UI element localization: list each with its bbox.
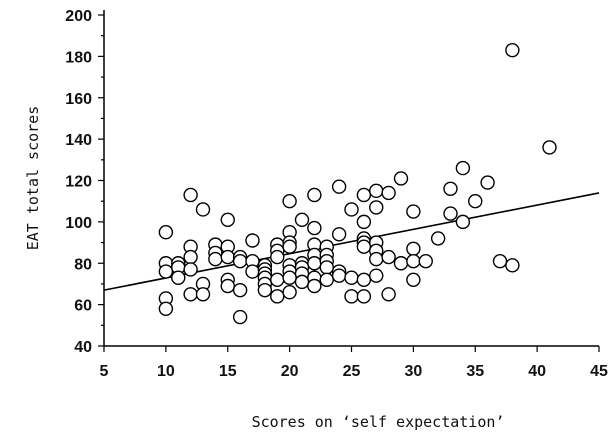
data-point xyxy=(393,171,409,186)
data-point xyxy=(344,289,359,304)
data-point xyxy=(319,260,334,275)
y-tick-label: 160 xyxy=(65,91,92,108)
data-point xyxy=(245,264,260,279)
data-point xyxy=(183,262,198,277)
data-point xyxy=(220,278,235,294)
data-point xyxy=(270,289,285,304)
y-tick-label: 100 xyxy=(65,215,92,232)
data-point xyxy=(294,212,310,228)
data-point xyxy=(208,251,223,267)
data-point xyxy=(307,187,322,203)
data-point xyxy=(294,274,310,290)
data-point xyxy=(356,187,372,203)
data-point xyxy=(443,206,458,221)
data-point xyxy=(356,239,372,254)
y-tick-label: 40 xyxy=(74,339,92,356)
data-point xyxy=(406,272,421,287)
x-tick-label: 10 xyxy=(157,363,175,380)
data-point xyxy=(480,175,495,190)
x-tick-label: 25 xyxy=(343,363,361,380)
data-point xyxy=(158,225,174,240)
data-point xyxy=(356,289,372,304)
x-tick-label: 45 xyxy=(590,363,608,380)
data-point xyxy=(282,239,297,254)
y-axis-title: EAT total scores xyxy=(24,106,42,251)
data-point xyxy=(356,214,372,230)
data-point xyxy=(282,270,297,285)
data-point xyxy=(232,253,248,269)
data-point xyxy=(542,140,557,155)
data-point xyxy=(369,251,384,267)
data-point xyxy=(158,264,174,279)
data-point xyxy=(220,249,235,265)
data-point xyxy=(319,272,334,287)
data-point xyxy=(282,285,297,300)
data-point xyxy=(195,202,211,217)
data-point xyxy=(307,256,322,271)
data-point xyxy=(331,179,347,194)
data-point xyxy=(183,187,198,203)
data-point xyxy=(430,231,446,246)
data-point xyxy=(406,253,421,269)
data-point xyxy=(381,287,396,302)
y-tick-label: 80 xyxy=(74,256,92,273)
y-tick-label: 200 xyxy=(65,8,92,25)
y-tick-label: 140 xyxy=(65,132,92,149)
data-point xyxy=(492,253,508,269)
x-tick-label: 15 xyxy=(219,363,237,380)
data-point xyxy=(331,227,347,242)
data-point xyxy=(381,185,396,201)
data-point xyxy=(369,183,384,199)
data-point xyxy=(232,309,248,325)
data-point xyxy=(245,233,260,248)
y-tick-label: 120 xyxy=(65,174,92,191)
data-point xyxy=(158,301,174,316)
data-point xyxy=(257,282,273,298)
data-point xyxy=(220,212,235,228)
data-point xyxy=(356,272,372,287)
data-point xyxy=(393,256,409,271)
x-tick-label: 40 xyxy=(528,363,546,380)
data-point xyxy=(369,200,384,215)
x-tick-label: 30 xyxy=(404,363,422,380)
data-point xyxy=(344,202,359,217)
data-point xyxy=(232,282,248,298)
y-tick-labels: 40 60 80 100 120 140 160 180 200 xyxy=(65,8,92,356)
x-tick-label: 20 xyxy=(281,363,299,380)
x-axis xyxy=(103,345,600,352)
y-tick-label: 60 xyxy=(74,298,92,315)
data-point xyxy=(183,287,198,302)
data-point xyxy=(344,270,359,285)
data-point xyxy=(381,249,396,265)
data-point xyxy=(307,220,322,236)
data-point xyxy=(270,249,285,265)
data-point xyxy=(195,287,211,302)
data-point xyxy=(369,268,384,283)
data-point xyxy=(443,181,458,196)
data-point xyxy=(171,270,186,285)
data-point xyxy=(406,204,421,219)
data-point xyxy=(282,193,297,209)
data-point xyxy=(505,42,520,58)
data-point xyxy=(418,253,433,269)
y-tick-label: 180 xyxy=(65,49,92,66)
x-tick-label: 35 xyxy=(466,363,484,380)
data-point xyxy=(183,249,198,265)
x-tick-label: 5 xyxy=(100,363,109,380)
y-axis xyxy=(98,10,105,347)
data-point xyxy=(331,268,347,283)
x-axis-title: Scores on ‘self expectation’ xyxy=(252,413,505,431)
data-point xyxy=(505,258,520,273)
data-point xyxy=(455,160,471,176)
data-point xyxy=(270,272,285,287)
x-tick-labels: 5 10 15 20 25 30 35 40 45 xyxy=(100,363,608,380)
data-point xyxy=(455,214,471,230)
data-point xyxy=(307,278,322,294)
data-point xyxy=(406,241,421,256)
data-point xyxy=(468,193,483,209)
data-points xyxy=(158,42,557,325)
